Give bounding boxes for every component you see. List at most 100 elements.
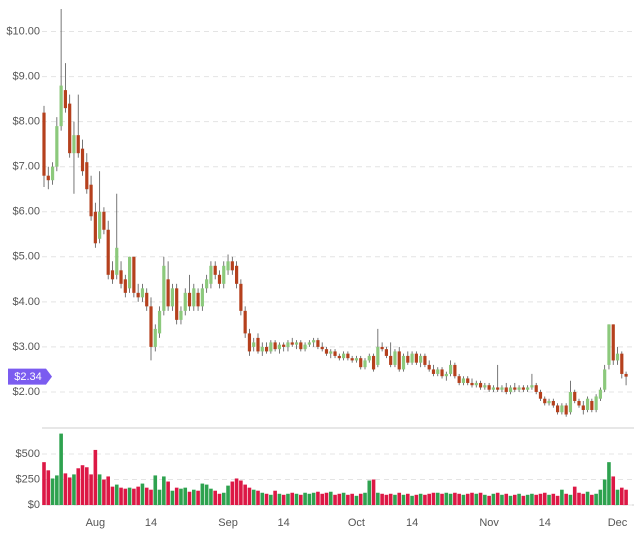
volume-bar	[251, 489, 256, 505]
candle-body	[342, 353, 346, 359]
volume-bar	[371, 479, 376, 505]
candle-body	[585, 398, 590, 410]
candle-body	[526, 387, 530, 390]
candle-body	[98, 211, 102, 239]
volume-bar	[247, 487, 252, 505]
candle-body	[205, 279, 209, 289]
volume-bar	[140, 483, 145, 505]
volume-bar	[162, 476, 166, 505]
candle-body	[337, 355, 341, 359]
candle-body	[453, 364, 457, 377]
volume-bar	[581, 493, 586, 505]
candle-body	[290, 342, 294, 345]
candle-body	[243, 310, 247, 334]
candle-body	[42, 112, 46, 176]
candle-body	[294, 342, 299, 345]
volume-bar	[572, 486, 577, 505]
candle-body	[110, 270, 115, 280]
candle-body	[560, 405, 564, 413]
candle-body	[393, 351, 397, 365]
volume-bar	[110, 486, 115, 505]
candle-body	[444, 373, 448, 377]
volume-bar	[538, 493, 543, 505]
candle-body	[474, 382, 478, 386]
last-price-label: $2.34	[14, 371, 42, 383]
candle-body	[384, 349, 388, 356]
candle-body	[115, 247, 119, 275]
volume-bar	[97, 474, 102, 505]
volume-bar	[196, 490, 200, 505]
y-tick-label: $6.00	[12, 206, 40, 218]
volume-bar	[346, 494, 350, 505]
candle-body	[136, 292, 140, 298]
volume-bar	[311, 492, 316, 505]
volume-bar	[269, 494, 273, 505]
candle-body	[607, 324, 611, 365]
volume-bar	[299, 494, 303, 505]
candle-body	[436, 369, 440, 374]
y-tick-label: $5.00	[12, 251, 40, 263]
volume-bar	[384, 494, 389, 505]
candle-body	[333, 351, 337, 356]
volume-bar	[564, 493, 568, 505]
volume-bar	[615, 489, 620, 505]
volume-bar	[234, 478, 239, 505]
volume-bar	[85, 467, 89, 505]
volume-bar	[290, 492, 295, 505]
candle-body	[303, 344, 307, 350]
candle-body	[350, 358, 354, 361]
volume-bar	[200, 483, 205, 505]
volume-bar	[555, 495, 560, 505]
volume-bar	[474, 493, 479, 505]
volume-bar	[530, 493, 534, 505]
volume-bar	[504, 493, 509, 505]
volume-bar	[547, 494, 551, 505]
volume-bar	[89, 474, 93, 505]
volume-bar	[620, 487, 624, 505]
candle-body	[76, 135, 80, 154]
volume-bar	[393, 494, 397, 505]
volume-bar	[179, 488, 183, 505]
candle-body	[470, 382, 474, 386]
y-tick-label: $9.00	[12, 70, 40, 82]
candle-body	[106, 229, 110, 275]
volume-bar	[427, 493, 431, 505]
candle-body	[307, 342, 311, 345]
candle-body	[406, 355, 410, 363]
volume-bar	[243, 484, 247, 505]
volume-bar	[204, 484, 209, 505]
x-tick-label: Nov	[479, 517, 499, 529]
candle-body	[504, 387, 508, 392]
candle-body	[312, 340, 316, 343]
volume-bar	[144, 487, 149, 505]
x-tick-label: 14	[145, 517, 157, 529]
candle-body	[299, 342, 303, 350]
volume-bar	[80, 465, 85, 505]
volume-bar	[106, 476, 110, 505]
volume-bar	[624, 489, 628, 505]
volume-bar	[303, 492, 307, 505]
volume-bar	[153, 475, 158, 505]
volume-bar	[119, 487, 123, 505]
candle-body	[419, 355, 423, 363]
candle-body	[316, 340, 320, 347]
volume-bar	[388, 493, 393, 505]
candle-body	[209, 265, 213, 284]
candle-body	[517, 387, 521, 390]
volume-bar	[333, 494, 337, 505]
candle-body	[140, 288, 145, 298]
volume-bar	[500, 494, 504, 505]
candle-body	[286, 342, 290, 347]
volume-bar	[55, 475, 59, 505]
candle-body	[85, 162, 89, 190]
volume-bar	[560, 489, 564, 505]
x-tick-label: Oct	[348, 517, 365, 529]
candle-body	[401, 355, 406, 370]
candle-body	[590, 400, 594, 410]
candle-body	[534, 385, 538, 392]
volume-bar	[192, 489, 196, 505]
volume-bar	[418, 493, 423, 505]
volume-bar	[435, 492, 440, 505]
volume-bar	[534, 494, 538, 505]
